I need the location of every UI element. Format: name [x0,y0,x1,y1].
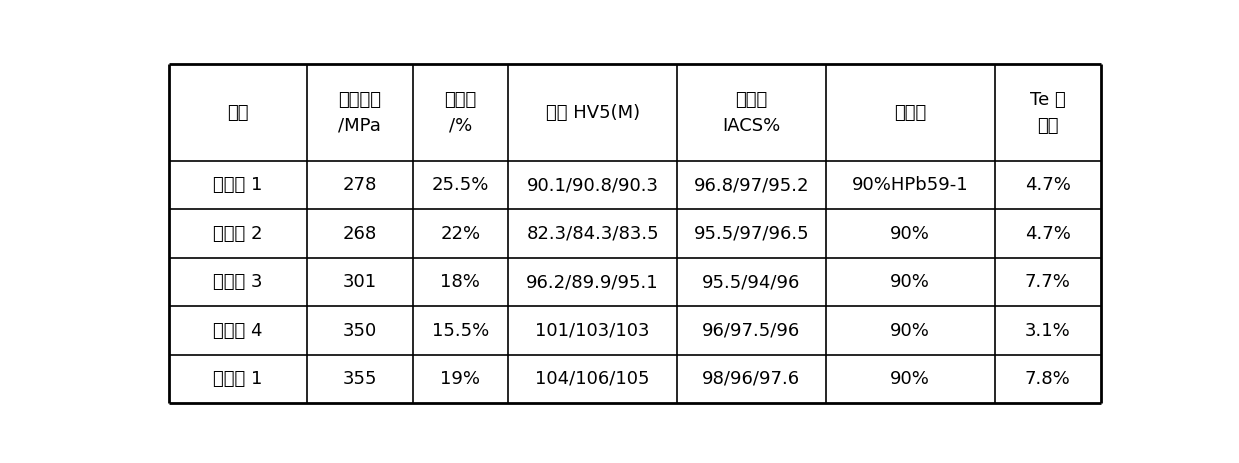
Text: 350: 350 [343,321,377,339]
Text: 278: 278 [343,176,377,194]
Text: 90.1/90.8/90.3: 90.1/90.8/90.3 [527,176,659,194]
Text: 25.5%: 25.5% [431,176,489,194]
Text: 实施例 4: 实施例 4 [213,321,263,339]
Text: 电导率
IACS%: 电导率 IACS% [722,91,781,135]
Text: 3.1%: 3.1% [1025,321,1070,339]
Text: 4.7%: 4.7% [1025,176,1070,194]
Text: 7.7%: 7.7% [1025,273,1070,291]
Text: 实施例 2: 实施例 2 [213,225,263,243]
Text: 96.8/97/95.2: 96.8/97/95.2 [694,176,809,194]
Text: 延伸率
/%: 延伸率 /% [445,91,477,135]
Text: 101/103/103: 101/103/103 [535,321,650,339]
Text: 切削性: 切削性 [895,104,927,122]
Text: 355: 355 [342,370,377,388]
Text: 90%HPb59-1: 90%HPb59-1 [852,176,969,194]
Text: 编号: 编号 [227,104,249,122]
Text: 104/106/105: 104/106/105 [535,370,650,388]
Text: 90%: 90% [891,321,930,339]
Text: 90%: 90% [891,225,930,243]
Text: 7.8%: 7.8% [1025,370,1070,388]
Text: 268: 268 [343,225,377,243]
Text: 22%: 22% [440,225,481,243]
Text: 4.7%: 4.7% [1025,225,1070,243]
Text: 实施例 1: 实施例 1 [213,176,263,194]
Text: 96.2/89.9/95.1: 96.2/89.9/95.1 [527,273,659,291]
Text: 15.5%: 15.5% [431,321,489,339]
Text: 98/96/97.6: 98/96/97.6 [703,370,800,388]
Text: 18%: 18% [440,273,481,291]
Text: Te 的
烧损: Te 的 烧损 [1030,91,1066,135]
Text: 90%: 90% [891,370,930,388]
Text: 90%: 90% [891,273,930,291]
Text: 95.5/94/96: 95.5/94/96 [703,273,800,291]
Text: 比较例 1: 比较例 1 [213,370,263,388]
Text: 82.3/84.3/83.5: 82.3/84.3/83.5 [527,225,659,243]
Text: 实施例 3: 实施例 3 [213,273,263,291]
Text: 96/97.5/96: 96/97.5/96 [703,321,800,339]
Text: 抗拉强度
/MPa: 抗拉强度 /MPa [338,91,382,135]
Text: 硬度 HV5(M): 硬度 HV5(M) [545,104,639,122]
Text: 95.5/97/96.5: 95.5/97/96.5 [694,225,809,243]
Text: 301: 301 [343,273,377,291]
Text: 19%: 19% [440,370,481,388]
